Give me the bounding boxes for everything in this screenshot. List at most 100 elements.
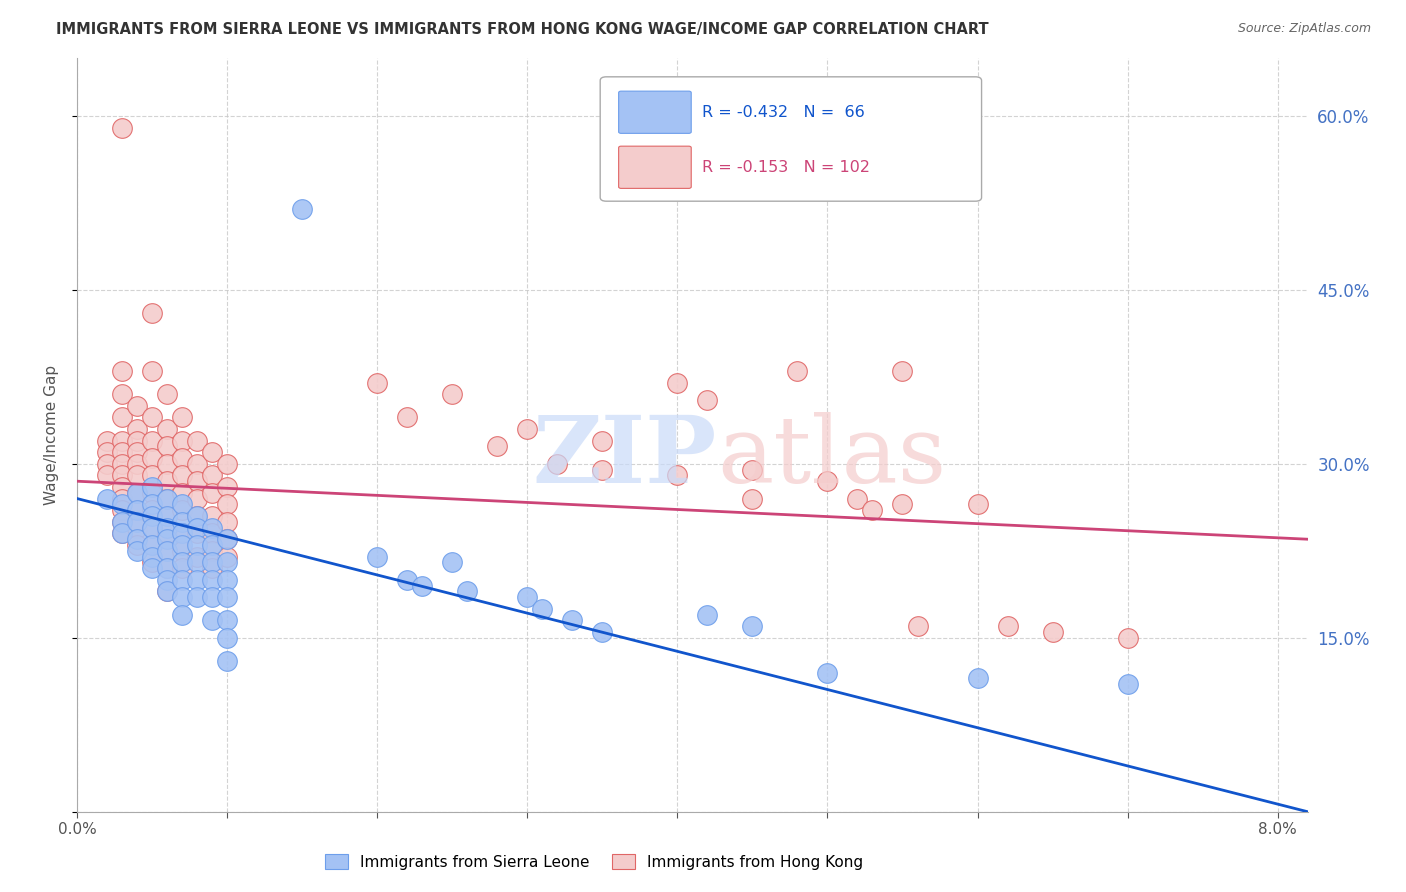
Point bbox=[666, 468, 689, 483]
Point bbox=[997, 619, 1019, 633]
Point bbox=[486, 440, 509, 454]
Point bbox=[141, 538, 163, 552]
Point bbox=[111, 515, 134, 529]
Point bbox=[201, 591, 224, 605]
Point bbox=[156, 491, 179, 506]
Point bbox=[127, 521, 149, 535]
Point bbox=[111, 387, 134, 401]
Point bbox=[186, 591, 208, 605]
Point bbox=[111, 491, 134, 506]
Point bbox=[186, 508, 208, 523]
Point bbox=[111, 434, 134, 448]
Point bbox=[141, 561, 163, 575]
Point bbox=[891, 364, 914, 378]
Point bbox=[291, 202, 314, 216]
Point bbox=[217, 498, 239, 512]
Point bbox=[186, 475, 208, 489]
Point bbox=[1042, 624, 1064, 639]
Point bbox=[217, 532, 239, 546]
Point bbox=[127, 532, 149, 546]
Point bbox=[172, 410, 194, 425]
Point bbox=[186, 555, 208, 570]
Point bbox=[201, 445, 224, 459]
Point bbox=[127, 538, 149, 552]
Point bbox=[141, 555, 163, 570]
Point bbox=[531, 602, 554, 616]
Point bbox=[172, 503, 194, 517]
Point bbox=[172, 526, 194, 541]
Point bbox=[561, 614, 583, 628]
Point bbox=[127, 503, 149, 517]
Point bbox=[141, 364, 163, 378]
Point bbox=[666, 376, 689, 390]
Point bbox=[141, 549, 163, 564]
Point bbox=[201, 538, 224, 552]
Point bbox=[141, 451, 163, 466]
Point bbox=[546, 457, 568, 471]
Point bbox=[156, 440, 179, 454]
Point bbox=[111, 503, 134, 517]
Point bbox=[786, 364, 808, 378]
Point bbox=[217, 654, 239, 668]
Point bbox=[456, 584, 478, 599]
Point bbox=[156, 561, 179, 575]
Point bbox=[201, 555, 224, 570]
Point bbox=[172, 573, 194, 587]
Point bbox=[96, 457, 118, 471]
Point bbox=[141, 521, 163, 535]
Point bbox=[907, 619, 929, 633]
Point bbox=[172, 555, 194, 570]
Point bbox=[217, 614, 239, 628]
Point bbox=[111, 364, 134, 378]
Point bbox=[127, 399, 149, 413]
Point bbox=[966, 671, 988, 685]
Point bbox=[141, 498, 163, 512]
Point bbox=[217, 515, 239, 529]
Point bbox=[186, 549, 208, 564]
Point bbox=[127, 434, 149, 448]
Point bbox=[127, 445, 149, 459]
Point bbox=[111, 410, 134, 425]
Point bbox=[172, 468, 194, 483]
Point bbox=[127, 468, 149, 483]
Point bbox=[516, 591, 538, 605]
Point bbox=[201, 614, 224, 628]
Point bbox=[1116, 631, 1139, 645]
Point bbox=[201, 561, 224, 575]
Point bbox=[172, 526, 194, 541]
Point bbox=[111, 445, 134, 459]
FancyBboxPatch shape bbox=[600, 77, 981, 202]
Point bbox=[172, 485, 194, 500]
Point bbox=[396, 573, 419, 587]
Point bbox=[1116, 677, 1139, 691]
Point bbox=[366, 549, 388, 564]
Point bbox=[156, 387, 179, 401]
Point bbox=[201, 573, 224, 587]
Point bbox=[156, 521, 179, 535]
Point bbox=[186, 434, 208, 448]
Point bbox=[201, 485, 224, 500]
Point bbox=[141, 480, 163, 494]
Point bbox=[217, 480, 239, 494]
Point bbox=[846, 491, 869, 506]
Point bbox=[186, 457, 208, 471]
Point bbox=[591, 624, 613, 639]
Text: R = -0.153   N = 102: R = -0.153 N = 102 bbox=[703, 160, 870, 175]
Point bbox=[156, 422, 179, 436]
Point bbox=[127, 485, 149, 500]
Point bbox=[201, 508, 224, 523]
Point bbox=[217, 573, 239, 587]
Point bbox=[127, 544, 149, 558]
Point bbox=[156, 573, 179, 587]
Point bbox=[217, 549, 239, 564]
Point bbox=[201, 521, 224, 535]
Point bbox=[441, 555, 464, 570]
Point bbox=[741, 619, 763, 633]
Point bbox=[172, 515, 194, 529]
Point bbox=[141, 521, 163, 535]
Legend: Immigrants from Sierra Leone, Immigrants from Hong Kong: Immigrants from Sierra Leone, Immigrants… bbox=[319, 848, 869, 876]
Text: IMMIGRANTS FROM SIERRA LEONE VS IMMIGRANTS FROM HONG KONG WAGE/INCOME GAP CORREL: IMMIGRANTS FROM SIERRA LEONE VS IMMIGRAN… bbox=[56, 22, 988, 37]
Point bbox=[141, 306, 163, 320]
Point bbox=[111, 515, 134, 529]
Text: ZIP: ZIP bbox=[533, 412, 717, 502]
